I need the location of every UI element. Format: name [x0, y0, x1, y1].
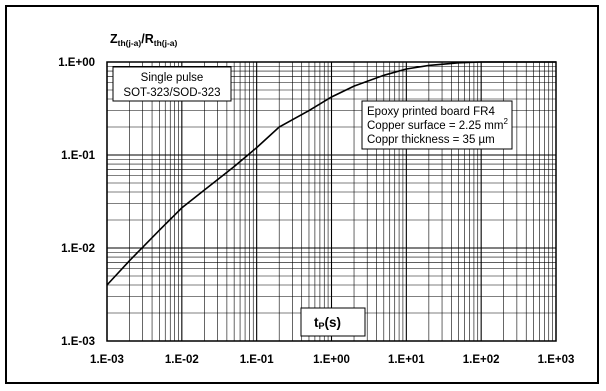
annotation-line: Single pulse [141, 72, 204, 84]
svg-text:Zth(j-a)/Rth(j-a): Zth(j-a)/Rth(j-a) [110, 32, 178, 48]
x-tick-label: 1.E-01 [240, 354, 274, 366]
x-tick-label: 1.E-03 [90, 354, 124, 366]
svg-text:Copper surface = 2.25 mm2: Copper surface = 2.25 mm2 [367, 117, 508, 132]
chart-frame [5, 5, 599, 384]
y-axis-label: Zth(j-a)/Rth(j-a) [110, 32, 178, 48]
x-tick-label: 1.E+02 [463, 354, 500, 366]
y-tick-label: 1.E+00 [58, 57, 95, 69]
annotation-line: Coppr thickness = 35 µm [367, 134, 495, 146]
svg-text:tP(s): tP(s) [314, 315, 341, 331]
annotation-line: SOT-323/SOD-323 [123, 87, 220, 99]
y-tick-label: 1.E-01 [61, 150, 95, 162]
annotation-line: Epoxy printed board FR4 [367, 106, 495, 118]
annotation-line: Copper surface = 2.25 mm [367, 120, 503, 132]
x-tick-label: 1.E+03 [538, 354, 575, 366]
x-tick-label: 1.E+01 [388, 354, 425, 366]
x-tick-label: 1.E+00 [313, 354, 350, 366]
x-tick-label: 1.E-02 [165, 354, 199, 366]
plot-area [106, 61, 557, 342]
annotation-board: Epoxy printed board FR4 Copper surface =… [361, 100, 513, 150]
series-line [106, 61, 556, 286]
y-tick-labels: 1.E-03 1.E-02 1.E-01 1.E+00 [58, 57, 95, 348]
y-tick-label: 1.E-02 [61, 243, 95, 255]
y-tick-label: 1.E-03 [61, 336, 95, 348]
x-tick-labels: 1.E-03 1.E-02 1.E-01 1.E+00 1.E+01 1.E+02 1.E+… [90, 354, 574, 366]
grid [106, 62, 556, 342]
annotation-single-pulse: Single pulse SOT-323/SOD-323 [112, 66, 232, 102]
x-axis-label: tP(s) [300, 307, 366, 337]
